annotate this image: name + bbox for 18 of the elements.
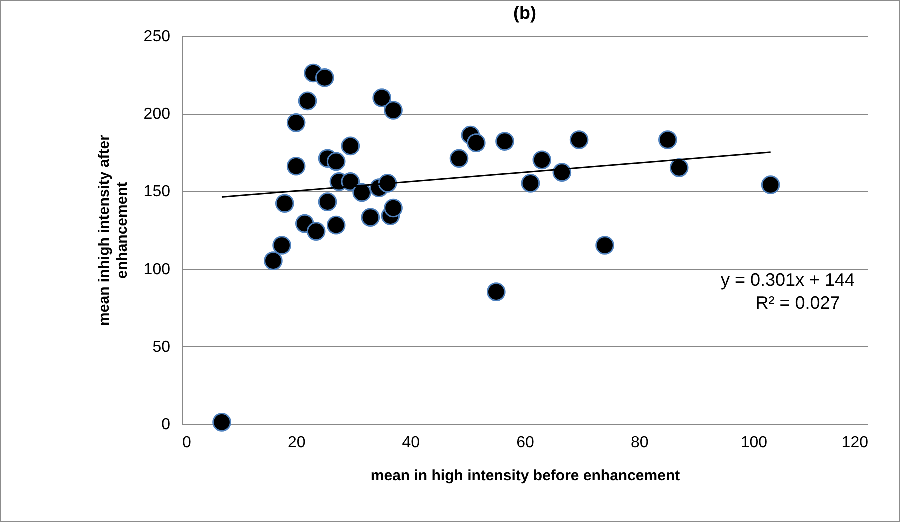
- y-tick-label: 50: [152, 338, 171, 356]
- y-tick-label: 0: [162, 416, 171, 434]
- x-tick-label: 100: [740, 434, 768, 452]
- x-axis-title: mean in high intensity before enhancement: [370, 468, 680, 484]
- y-tick-label: 250: [144, 28, 171, 46]
- y-tick-label: 150: [144, 184, 171, 201]
- x-tick-label: 0: [182, 434, 192, 452]
- x-tick-label: 80: [630, 434, 649, 452]
- chart-title: (b): [514, 3, 536, 23]
- y-tick-label: 100: [144, 261, 171, 278]
- x-tick-label: 60: [516, 434, 534, 452]
- x-tick-label: 20: [288, 434, 306, 452]
- annotation: y = 0.301x + 144: [720, 270, 856, 290]
- x-tick-label: 40: [402, 434, 420, 452]
- y-tick-label: 200: [144, 106, 171, 124]
- x-tick-label: 120: [842, 434, 869, 452]
- y-axis-title: mean inhigh intensity after enhancement: [96, 134, 131, 326]
- annotation: R² = 0.027: [756, 293, 840, 313]
